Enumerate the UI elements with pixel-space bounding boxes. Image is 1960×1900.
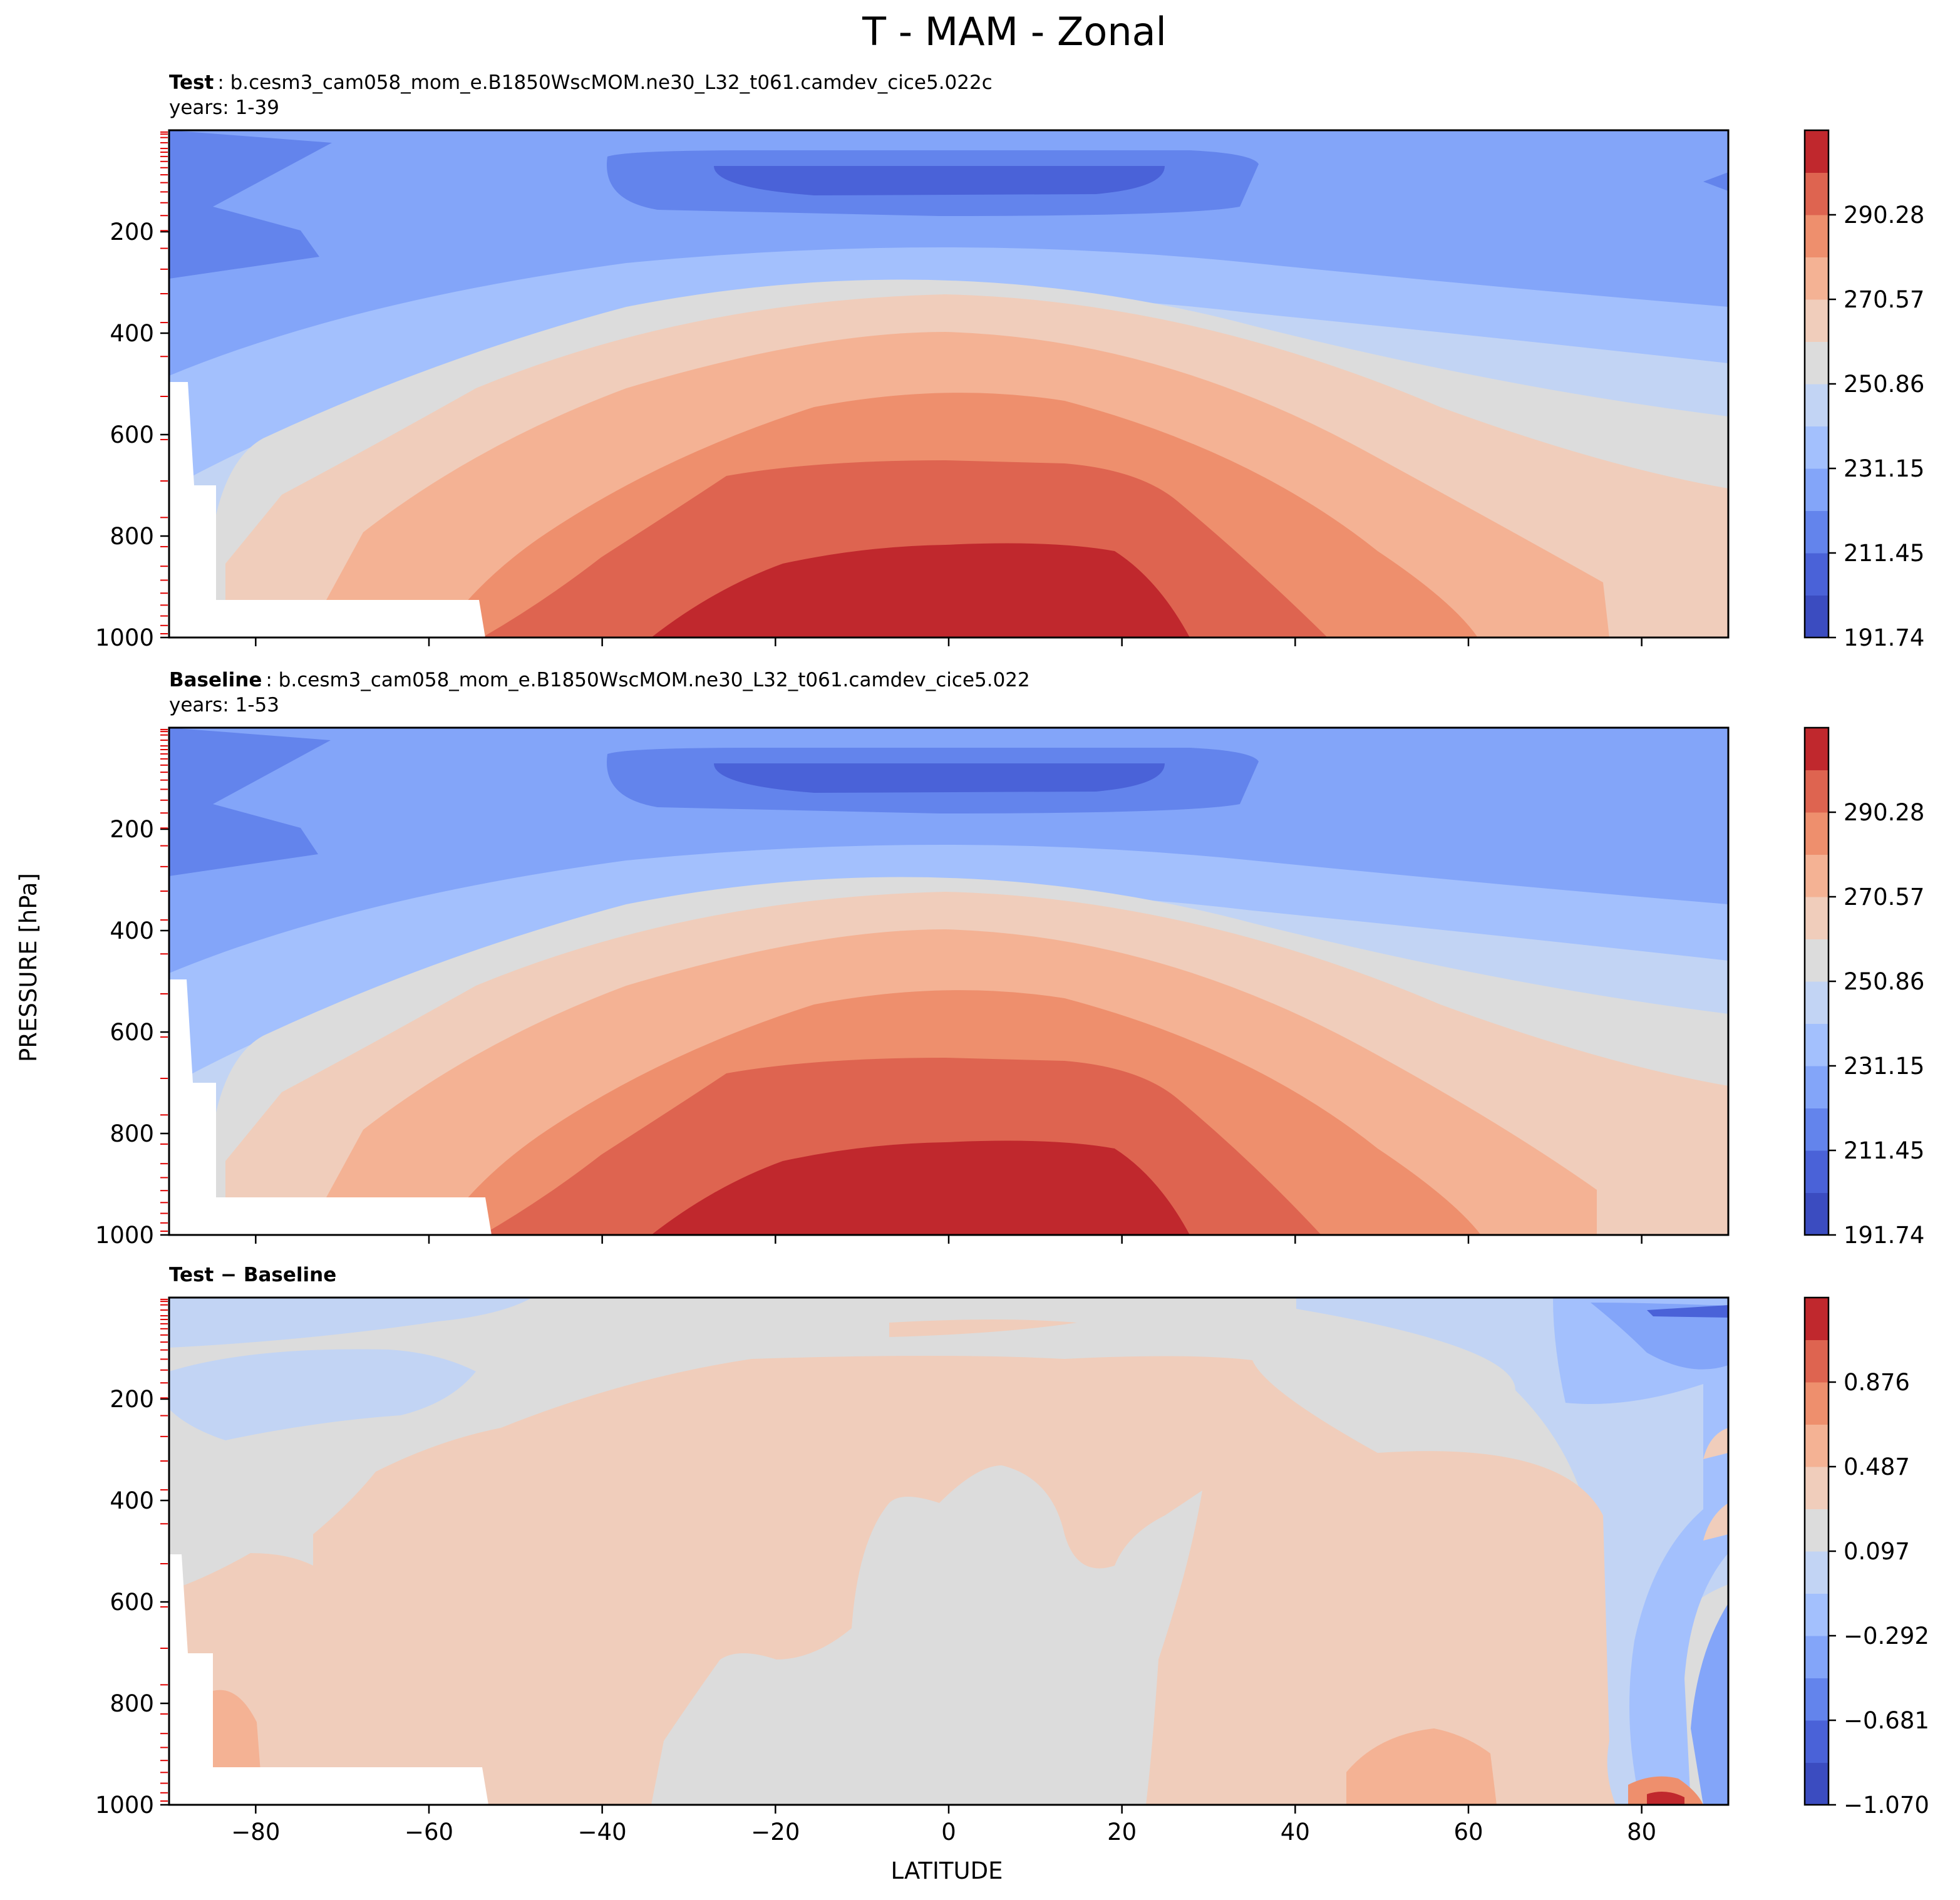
y-axis-label: PRESSURE [hPa] xyxy=(15,873,42,1062)
y-tick-label: 800 xyxy=(110,1120,154,1147)
y-tick-label: 400 xyxy=(110,320,154,347)
colorbar-tick-label: 290.28 xyxy=(1844,799,1924,826)
colorbar-segment xyxy=(1805,1382,1828,1425)
panel-baseline: Baseline: b.cesm3_cam058_mom_e.B1850WscM… xyxy=(168,669,1730,1236)
colorbar-segment xyxy=(1805,1720,1828,1763)
y-tick-label: 800 xyxy=(110,523,154,550)
colorbar-segment xyxy=(1805,257,1828,300)
x-axis-label: LATITUDE xyxy=(891,1857,1003,1884)
colorbar-tick-label: 211.45 xyxy=(1844,1137,1924,1164)
x-tick-label: −80 xyxy=(231,1819,280,1846)
colorbar-segment xyxy=(1805,854,1828,897)
colorbar-tick-label: 231.15 xyxy=(1844,1053,1924,1080)
colorbar-segment xyxy=(1805,1192,1828,1236)
colorbar-segment xyxy=(1805,1636,1828,1678)
colorbar-tick-label: 270.57 xyxy=(1844,884,1924,911)
colorbar-segment xyxy=(1805,1340,1828,1383)
y-tick-label: 600 xyxy=(110,1589,154,1616)
colorbar-segment xyxy=(1805,468,1828,511)
colorbar-tick-label: 231.15 xyxy=(1844,455,1924,482)
y-tick-label: 400 xyxy=(110,917,154,944)
colorbar-segment xyxy=(1805,172,1828,215)
colorbar-segment xyxy=(1805,595,1828,638)
colorbar-segment xyxy=(1805,384,1828,426)
x-tick-label: −40 xyxy=(578,1819,627,1846)
y-tick-label: 600 xyxy=(110,1019,154,1046)
y-tick-label: 1000 xyxy=(95,1222,154,1249)
panel-test-years: years: 1-39 xyxy=(169,96,279,119)
colorbar-tick-label: 250.86 xyxy=(1844,371,1924,398)
y-tick-label: 200 xyxy=(110,1386,154,1413)
y-tick-label: 1000 xyxy=(95,624,154,651)
x-tick-label: 80 xyxy=(1627,1819,1656,1846)
x-tick-label: −20 xyxy=(751,1819,800,1846)
colorbar-segment xyxy=(1805,341,1828,385)
colorbar-tick-label: 211.45 xyxy=(1844,540,1924,567)
panel-difference-label: Test − Baseline xyxy=(169,1264,336,1286)
colorbar-segment xyxy=(1805,1509,1828,1552)
panel-difference: Test − Baseline xyxy=(168,1264,1730,1806)
colorbar-tick-label: 191.74 xyxy=(1844,1222,1924,1249)
colorbar-tick-label: 250.86 xyxy=(1844,968,1924,995)
colorbar-segment xyxy=(1805,728,1828,770)
colorbar-segment xyxy=(1805,510,1828,554)
contour-fill-test xyxy=(169,130,1728,638)
colorbar-segment xyxy=(1805,553,1828,596)
x-tick-label: 0 xyxy=(941,1819,956,1846)
colorbar-tick-label: −1.070 xyxy=(1844,1792,1929,1819)
contour-fill-difference xyxy=(169,1298,1728,1805)
x-tick-label: 40 xyxy=(1281,1819,1310,1846)
figure-title: T - MAM - Zonal xyxy=(862,9,1167,54)
colorbar-segment xyxy=(1805,1023,1828,1066)
colorbar-tick-label: 0.097 xyxy=(1844,1538,1910,1565)
colorbar-segment xyxy=(1805,215,1828,257)
colorbar-segment xyxy=(1805,1762,1828,1805)
colorbar-segment xyxy=(1805,1467,1828,1509)
colorbar-segment xyxy=(1805,981,1828,1024)
colorbar-segment xyxy=(1805,1150,1828,1193)
colorbar-segment xyxy=(1805,299,1828,342)
colorbar-tick-label: 0.487 xyxy=(1844,1453,1910,1480)
x-tick-label: 20 xyxy=(1107,1819,1137,1846)
contour-fill-baseline xyxy=(169,728,1728,1235)
colorbar-tick-label: 290.28 xyxy=(1844,202,1924,229)
colorbar-tick-label: −0.681 xyxy=(1844,1707,1929,1734)
x-tick-label: −60 xyxy=(405,1819,453,1846)
colorbar-tick-label: −0.292 xyxy=(1844,1623,1929,1650)
colorbar-segment xyxy=(1805,939,1828,982)
colorbar-tick-label: 0.876 xyxy=(1844,1369,1910,1396)
y-tick-label: 400 xyxy=(110,1487,154,1514)
panel-baseline-years: years: 1-53 xyxy=(169,694,279,716)
panel-test: Test: b.cesm3_cam058_mom_e.B1850WscMOM.n… xyxy=(168,71,1730,639)
colorbar-segment xyxy=(1805,1108,1828,1151)
colorbar-segment xyxy=(1805,426,1828,469)
y-tick-label: 200 xyxy=(110,219,154,245)
colorbar-segment xyxy=(1805,1066,1828,1108)
colorbar-tick-label: 191.74 xyxy=(1844,624,1924,651)
colorbar-segment xyxy=(1805,1593,1828,1636)
y-tick-label: 1000 xyxy=(95,1792,154,1819)
panel-baseline-label: Baseline: b.cesm3_cam058_mom_e.B1850WscM… xyxy=(169,669,1030,691)
y-tick-label: 600 xyxy=(110,421,154,448)
colorbar-segment xyxy=(1805,812,1828,855)
colorbar-segment xyxy=(1805,1678,1828,1721)
colorbar-segment xyxy=(1805,1551,1828,1594)
y-tick-label: 200 xyxy=(110,816,154,843)
colorbar-segment xyxy=(1805,770,1828,813)
colorbar-segment xyxy=(1805,1298,1828,1340)
y-tick-label: 800 xyxy=(110,1690,154,1717)
colorbar-tick-label: 270.57 xyxy=(1844,286,1924,313)
panel-test-label: Test: b.cesm3_cam058_mom_e.B1850WscMOM.n… xyxy=(169,71,993,94)
colorbar-segment xyxy=(1805,897,1828,939)
colorbar-segment xyxy=(1805,130,1828,173)
x-tick-label: 60 xyxy=(1453,1819,1483,1846)
colorbar-segment xyxy=(1805,1424,1828,1467)
